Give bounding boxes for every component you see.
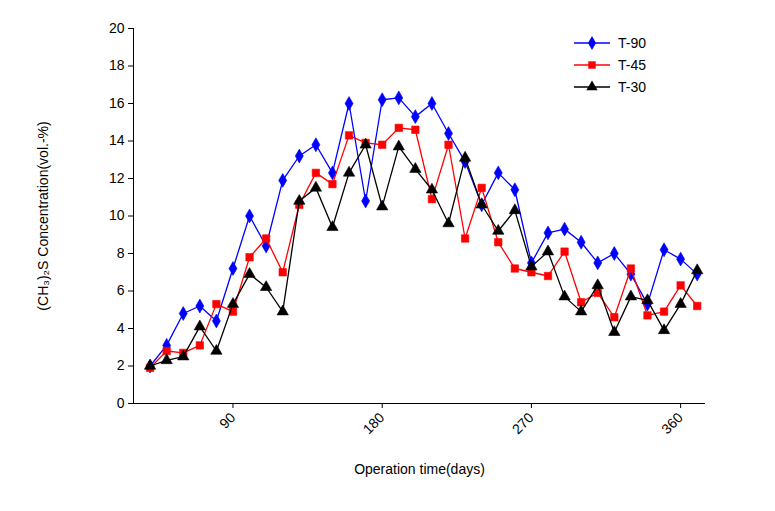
svg-text:18: 18: [109, 57, 125, 73]
svg-text:10: 10: [109, 207, 125, 223]
svg-text:14: 14: [109, 132, 125, 148]
svg-text:90: 90: [216, 409, 238, 431]
svg-text:4: 4: [117, 320, 125, 336]
html-text:T-30: T-30: [618, 79, 646, 95]
svg-text:(CH₃)₂S Concentration(vol.-%): (CH₃)₂S Concentration(vol.-%): [35, 121, 51, 310]
svg-text:12: 12: [109, 170, 125, 186]
svg-text:180: 180: [360, 409, 388, 437]
svg-text:Operation time(days): Operation time(days): [354, 461, 485, 477]
svg-text:20: 20: [109, 20, 125, 36]
html-text:T-90: T-90: [618, 35, 646, 51]
svg-text:8: 8: [117, 245, 125, 261]
svg-text:270: 270: [509, 409, 537, 437]
svg-text:6: 6: [117, 282, 125, 298]
svg-text:0: 0: [117, 395, 125, 411]
svg-text:16: 16: [109, 95, 125, 111]
html-text:T-45: T-45: [618, 57, 646, 73]
svg-text:360: 360: [658, 409, 686, 437]
svg-text:2: 2: [117, 357, 125, 373]
